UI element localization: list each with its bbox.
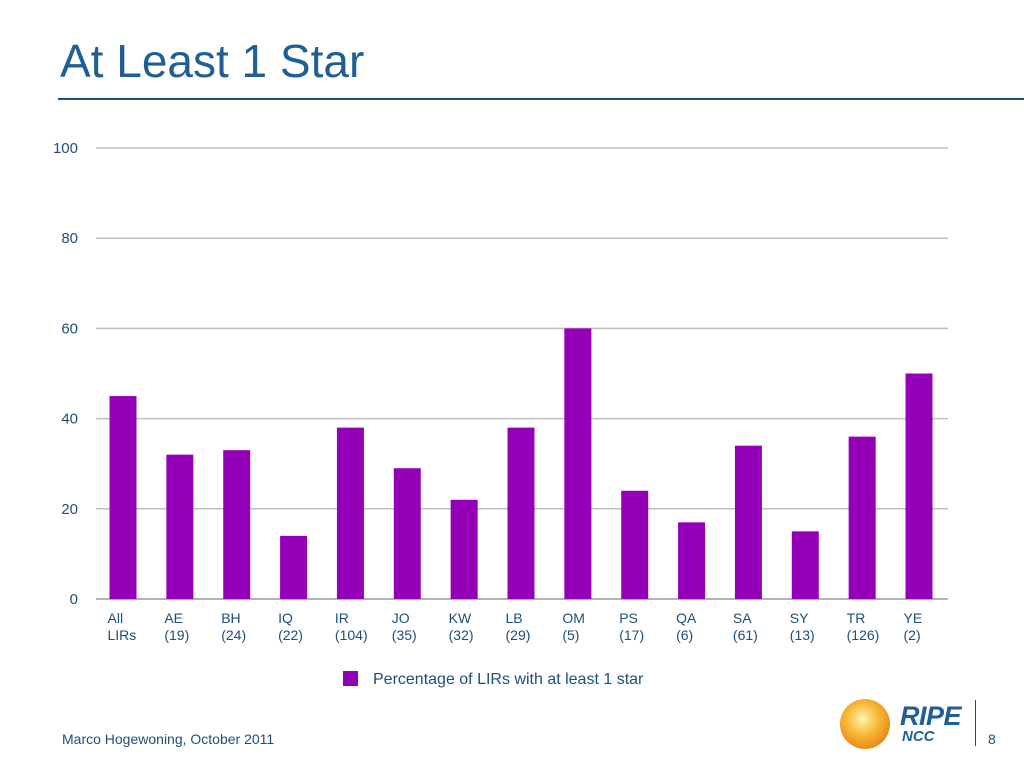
- bar: [734, 445, 762, 599]
- footer-author: Marco Hogewoning, October 2011: [62, 731, 275, 747]
- x-tick-label: (17): [619, 627, 644, 643]
- x-tick-label: (19): [164, 627, 189, 643]
- ripe-ncc-logo: [840, 699, 890, 749]
- x-tick-label: (2): [904, 627, 921, 643]
- logo-divider: [975, 700, 976, 746]
- page-number: 8: [988, 731, 996, 747]
- x-tick-label: PS: [619, 610, 638, 626]
- x-tick-label: (32): [449, 627, 474, 643]
- x-tick-label: JO: [392, 610, 410, 626]
- x-tick-label: (61): [733, 627, 758, 643]
- x-tick-label: SA: [733, 610, 752, 626]
- sun-icon: [840, 699, 890, 749]
- x-tick-label: OM: [562, 610, 585, 626]
- x-tick-label: KW: [449, 610, 472, 626]
- y-tick-label: 80: [61, 230, 78, 247]
- y-tick-label: 60: [61, 320, 78, 337]
- bar-chart: 020406080100AllLIRsAE(19)BH(24)IQ(22)IR(…: [53, 140, 948, 688]
- bar: [223, 450, 251, 599]
- y-tick-label: 100: [53, 140, 78, 157]
- x-tick-label: All: [108, 610, 124, 626]
- y-tick-label: 0: [70, 591, 78, 608]
- x-tick-label: (29): [506, 627, 531, 643]
- legend-label: Percentage of LIRs with at least 1 star: [373, 671, 644, 688]
- x-tick-label: YE: [904, 610, 923, 626]
- x-tick-label: (126): [847, 627, 880, 643]
- bar: [791, 531, 819, 599]
- x-tick-label: (22): [278, 627, 303, 643]
- bar: [450, 499, 478, 599]
- x-tick-label: TR: [847, 610, 866, 626]
- x-tick-label: (24): [221, 627, 246, 643]
- x-tick-label: LB: [506, 610, 523, 626]
- title-divider: [58, 98, 1024, 100]
- bar: [280, 535, 308, 599]
- x-tick-label: (5): [562, 627, 579, 643]
- logo-text-ripe: RIPE: [900, 701, 962, 731]
- y-tick-label: 40: [61, 411, 78, 428]
- x-tick-label: (104): [335, 627, 368, 643]
- bar: [564, 328, 592, 599]
- logo-text-ncc: NCC: [902, 728, 935, 745]
- bar: [393, 468, 421, 599]
- legend-swatch: [343, 671, 358, 686]
- slide-title: At Least 1 Star: [60, 35, 365, 87]
- x-tick-label: SY: [790, 610, 809, 626]
- x-tick-label: IR: [335, 610, 349, 626]
- x-tick-label: AE: [164, 610, 183, 626]
- x-tick-label: (6): [676, 627, 693, 643]
- x-tick-label: (35): [392, 627, 417, 643]
- bar: [905, 373, 933, 599]
- bar: [507, 427, 535, 599]
- bar: [848, 436, 876, 599]
- x-tick-label: LIRs: [108, 627, 137, 643]
- x-tick-label: IQ: [278, 610, 293, 626]
- x-tick-label: QA: [676, 610, 697, 626]
- x-tick-label: (13): [790, 627, 815, 643]
- bar: [166, 454, 194, 599]
- bar: [336, 427, 364, 599]
- bar: [109, 396, 137, 599]
- x-tick-label: BH: [221, 610, 240, 626]
- y-tick-label: 20: [61, 501, 78, 518]
- bar: [621, 490, 649, 599]
- bar: [678, 522, 706, 599]
